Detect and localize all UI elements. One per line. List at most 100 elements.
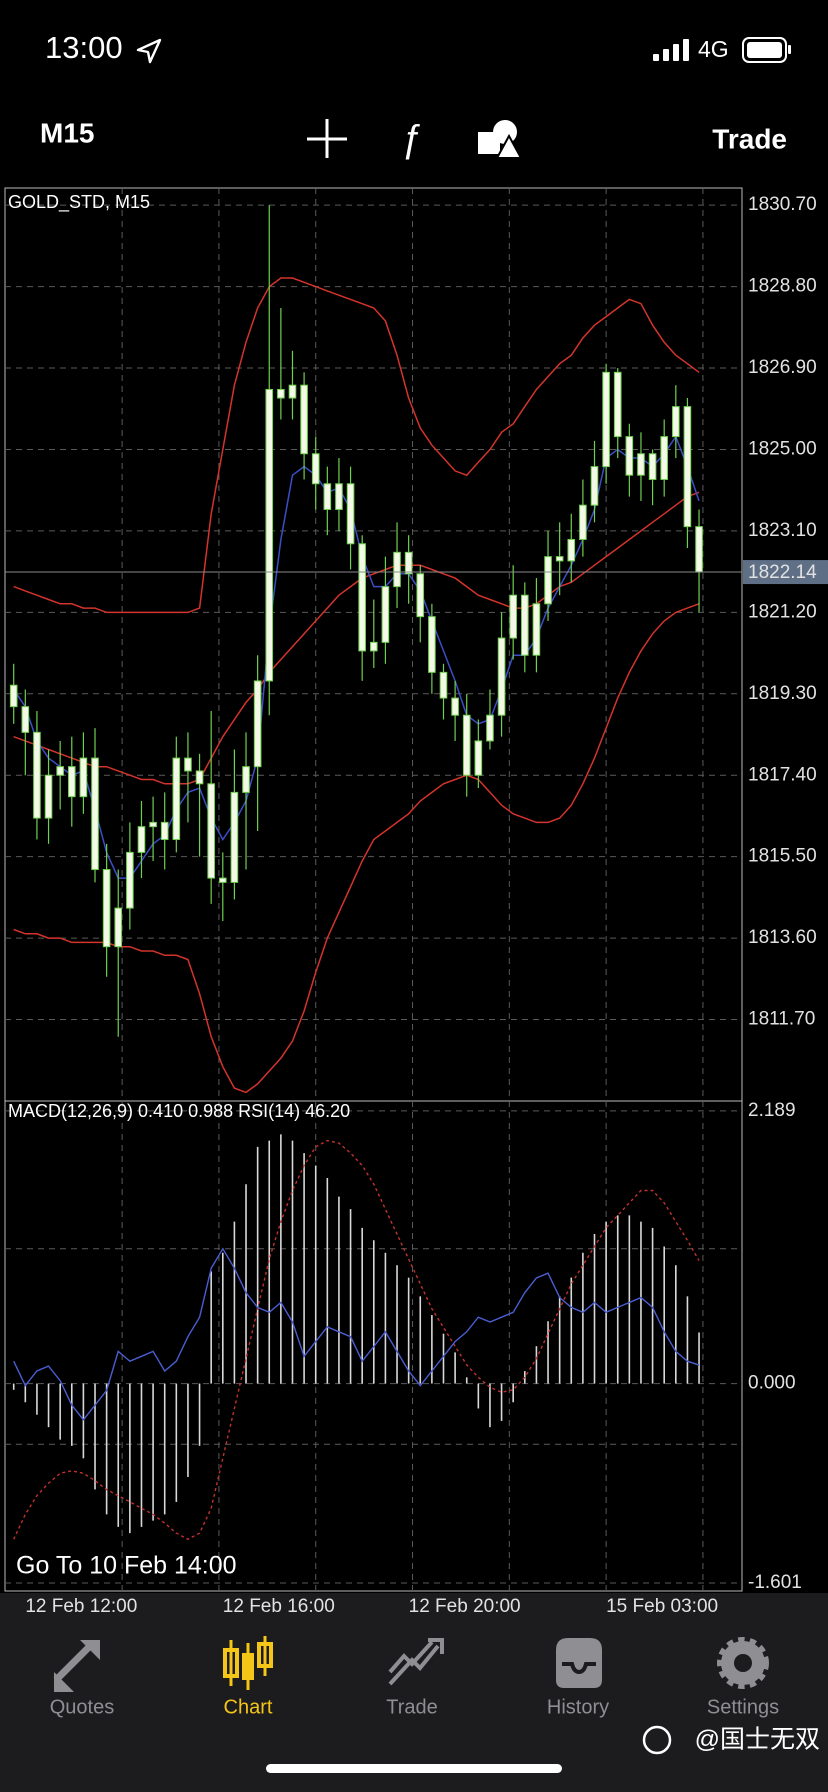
chart-icon[interactable] <box>223 1636 273 1690</box>
candle-body <box>172 757 181 841</box>
candle-body <box>555 556 564 562</box>
candle-body <box>532 603 541 656</box>
candle-body <box>137 826 146 853</box>
candle-body <box>358 543 366 652</box>
tab-label[interactable]: History <box>547 1696 609 1718</box>
indicator-line <box>13 1247 700 1421</box>
trade-button[interactable]: Trade <box>712 123 787 154</box>
candle-body <box>277 388 285 399</box>
last-price-box <box>743 560 828 585</box>
battery-icon <box>742 37 791 63</box>
candle-body <box>451 697 459 716</box>
candle-body <box>579 504 587 540</box>
candle-body <box>230 791 239 883</box>
candle-body <box>683 406 692 528</box>
tab-label[interactable]: Settings <box>707 1696 779 1718</box>
history-icon[interactable] <box>556 1638 602 1688</box>
candle-body <box>486 714 494 742</box>
y-tick-label: 1825.00 <box>748 438 817 459</box>
location-icon <box>136 38 162 64</box>
y-tick-label: -1.601 <box>748 1572 802 1593</box>
candle-body <box>149 821 157 828</box>
candle-body <box>381 586 390 643</box>
tab-bar <box>0 1593 828 1792</box>
status-time: 13:00 <box>45 30 123 65</box>
tab-labels: Quotes Chart Trade History Settings <box>50 1696 779 1718</box>
candle-body <box>288 384 297 399</box>
candle-body <box>195 770 204 785</box>
candle-body <box>126 851 134 909</box>
tab-label[interactable]: Trade <box>386 1696 438 1718</box>
candle-body <box>44 774 53 819</box>
y-tick-label: 1815.50 <box>748 846 817 867</box>
candle-body <box>369 641 378 652</box>
candle-body <box>404 551 413 575</box>
candle-body <box>602 371 610 468</box>
y-tick-label: 1830.70 <box>748 194 817 215</box>
candle-body <box>660 436 668 480</box>
candle-body <box>428 616 436 673</box>
candle-body <box>323 483 332 510</box>
quotes-icon[interactable] <box>53 1640 100 1692</box>
crosshair-button[interactable] <box>307 119 347 158</box>
timeframe-button[interactable]: M15 <box>40 117 94 148</box>
candle-body <box>462 714 471 776</box>
candle-body <box>416 573 425 618</box>
candle-body <box>33 731 41 819</box>
settings-icon[interactable] <box>717 1637 769 1689</box>
y-tick-label: 1819.30 <box>748 683 817 704</box>
home-indicator <box>266 1764 562 1773</box>
candle-body <box>474 740 483 776</box>
candle-body <box>207 783 215 879</box>
watermark: @国士无双 <box>695 1726 820 1754</box>
last-price-label: 1822.14 <box>748 562 817 583</box>
chart-title: GOLD_STD, M15 <box>8 192 150 213</box>
goto-label[interactable]: Go To 10 Feb 14:00 <box>16 1552 237 1580</box>
candle-body <box>625 436 634 476</box>
trade-icon[interactable] <box>388 1638 444 1686</box>
y-tick-label: 1826.90 <box>748 357 817 378</box>
candle-body <box>265 388 274 682</box>
candle-body <box>21 706 30 733</box>
candle-body <box>160 821 169 841</box>
candle-body <box>335 483 343 510</box>
candle-body <box>253 680 262 768</box>
candle-body <box>439 671 448 699</box>
indicator-line <box>13 603 700 1094</box>
candle-body <box>56 766 64 776</box>
signal-icon <box>653 39 689 61</box>
indicators-button[interactable]: ƒ <box>400 118 421 161</box>
tab-label[interactable]: Chart <box>224 1696 273 1718</box>
candle-body <box>672 406 680 438</box>
candle-body <box>590 466 599 506</box>
candle-body <box>114 907 123 948</box>
candle-body <box>648 453 657 480</box>
candle-body <box>218 877 227 883</box>
indicator-line <box>13 1139 700 1541</box>
candle-body <box>567 538 576 562</box>
candle-body <box>695 526 703 573</box>
y-tick-label: 1821.20 <box>748 601 817 622</box>
candle-body <box>637 453 645 476</box>
candle-body <box>91 757 99 871</box>
y-tick-label: 1811.70 <box>748 1009 815 1030</box>
x-tick-label: 12 Feb 20:00 <box>409 1596 521 1617</box>
indicator-title: MACD(12,26,9) 0.410 0.988 RSI(14) 46.20 <box>8 1101 350 1121</box>
x-tick-label: 12 Feb 16:00 <box>223 1596 335 1617</box>
objects-button[interactable] <box>478 120 523 159</box>
y-tick-label: 1828.80 <box>748 276 817 297</box>
candle-body <box>242 766 250 793</box>
y-tick-label: 1813.60 <box>748 927 817 948</box>
candle-body <box>67 766 76 798</box>
candle-body <box>311 453 320 485</box>
x-tick-label: 15 Feb 03:00 <box>606 1596 718 1617</box>
x-tick-label: 12 Feb 12:00 <box>25 1596 137 1617</box>
y-tick-label: 1823.10 <box>748 520 817 541</box>
candle-body <box>300 384 308 455</box>
candle-body <box>184 757 192 772</box>
candle-body <box>613 371 622 438</box>
tab-label[interactable]: Quotes <box>50 1696 114 1718</box>
y-tick-label: 2.189 <box>748 1100 796 1121</box>
